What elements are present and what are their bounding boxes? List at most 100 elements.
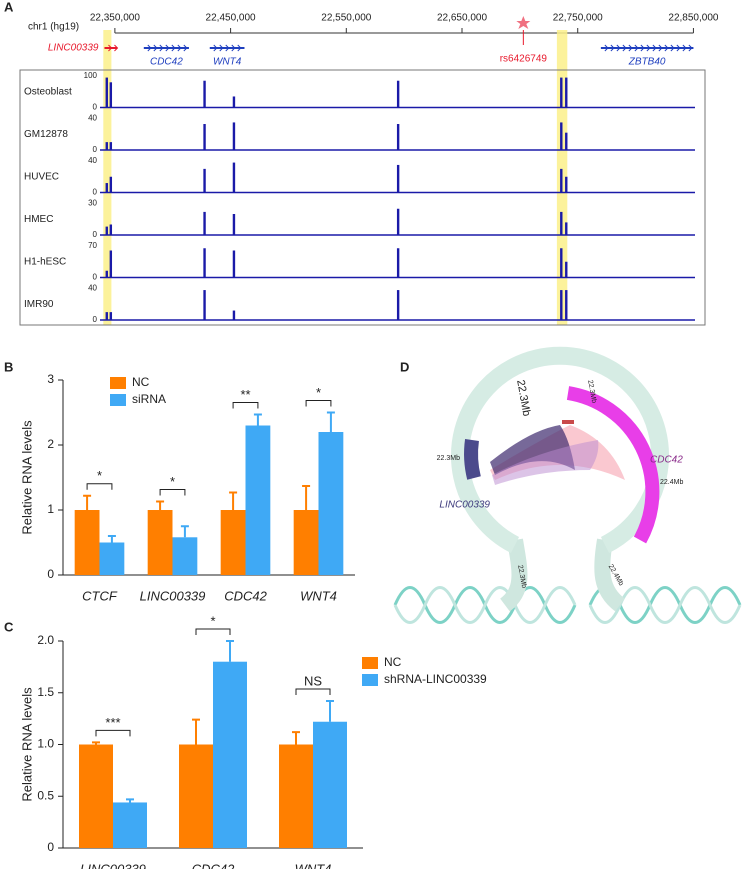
gene-arrow [177,44,182,52]
chord [490,425,575,475]
x-tick-label: 22,650,000 [437,13,487,24]
peak [232,122,236,150]
sig-label: *** [105,715,120,730]
error-bar [326,411,335,432]
bar [79,744,113,848]
peak [565,261,568,278]
gene-arrow [616,44,621,52]
peak [203,124,206,150]
legend-label: NC [384,655,402,669]
track-name: HMEC [24,214,53,225]
gene-arrow [153,44,158,52]
anchor [562,420,574,424]
snp-star [516,16,531,29]
y-axis-label: Relative RNA levels [19,420,34,535]
y-tick-label: 1.5 [37,685,54,699]
peak [560,211,563,235]
sig-bracket [95,729,131,737]
gene-arrow [604,44,609,52]
sig-label: * [170,474,175,489]
strand [499,538,528,612]
bar [147,510,173,575]
x-tick-label: 22,550,000 [321,13,371,24]
legend-label: siRNA [132,392,166,406]
legend-swatch [362,674,378,686]
y-tick-label: 0 [47,840,54,854]
peak [232,162,236,193]
gene-arrow [225,44,230,52]
peak [105,270,108,278]
gene-arrow [237,44,242,52]
sig-label: * [316,385,321,400]
error-bar [83,494,92,510]
peak [396,208,400,235]
bar [313,721,347,848]
gene-label: LINC00339 [48,43,99,54]
error-bar [192,718,200,745]
y-axis-label: Relative RNA levels [19,687,34,802]
bar [245,425,271,575]
peak [105,312,108,320]
error-bar [180,525,189,538]
x-tick-label: 22,450,000 [206,13,256,24]
gene-arrow [231,44,236,52]
y-tick-label: 1.0 [37,737,54,751]
error-bar [226,640,234,662]
genome-label: chr1 (hg19) [28,22,79,33]
peak [203,211,206,235]
y-tick-label: 100 [84,71,98,80]
gene-arrow [646,44,651,52]
peak [565,222,568,235]
bar [293,510,319,575]
error-bar [302,484,311,510]
peak [396,124,400,150]
y-tick-label: 0 [93,188,98,197]
ring-tick-label: 22.3Mb [437,455,460,462]
x-tick-label: WNT4 [300,588,337,603]
peak [560,248,563,278]
bar [99,542,125,575]
y-tick-label: 40 [88,156,97,165]
helix [588,586,742,624]
peak [232,96,236,108]
peak [560,168,563,193]
error-bar [229,491,238,510]
y-tick-label: 0 [93,273,98,282]
y-tick-label: 30 [88,199,97,208]
gene-arrow [108,44,113,52]
strand [594,538,626,612]
legend-swatch [110,377,126,389]
gene-arrow [658,44,663,52]
sig-bracket [232,401,259,409]
error-bar [107,535,116,543]
gene-arrow [676,44,681,52]
bar [213,661,247,848]
peak [105,183,108,193]
bar [220,510,246,575]
bar [172,537,198,575]
x-tick-label: 22,750,000 [553,13,603,24]
track-name: IMR90 [24,299,54,310]
bar [179,744,213,848]
gene-arrow [114,44,119,52]
y-tick-label: 3 [47,372,54,386]
gene-arrow [622,44,627,52]
gene-arrow [688,44,693,52]
legend-label: NC [132,375,150,389]
y-tick-label: 0 [93,103,98,112]
peak [396,248,400,278]
error-bar [126,798,134,803]
ring-tick-label: 22.4Mb [660,479,683,486]
sig-bracket [195,628,231,635]
panel-label: A [4,0,14,14]
panel-label: B [4,359,13,374]
peak [565,176,568,193]
helix [393,586,577,624]
bar [74,510,100,575]
gene-arrow [213,44,218,52]
y-tick-label: 2 [47,437,54,451]
y-tick-label: 0 [93,315,98,324]
x-tick-label: CDC42 [192,861,235,869]
gene-arrow [664,44,669,52]
